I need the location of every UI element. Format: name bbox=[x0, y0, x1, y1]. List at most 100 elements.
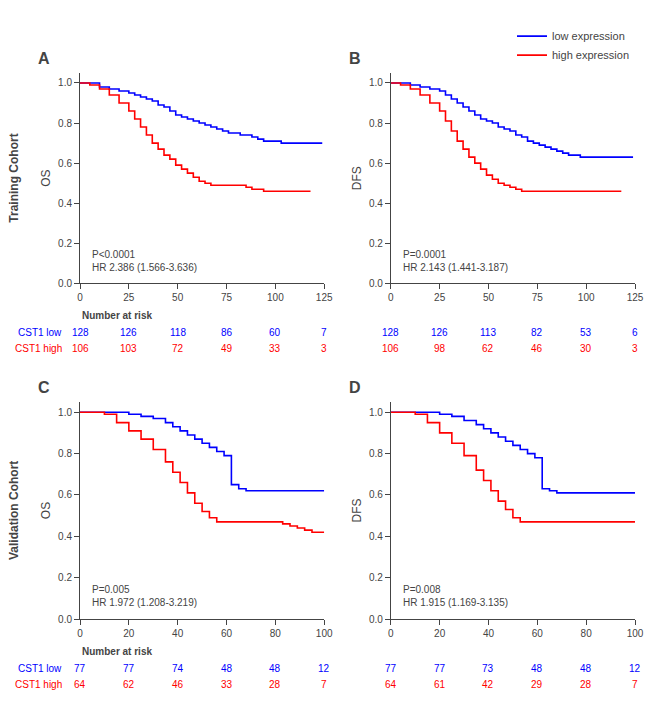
svg-text:25: 25 bbox=[123, 292, 135, 303]
svg-text:30: 30 bbox=[580, 343, 592, 354]
svg-text:77: 77 bbox=[434, 663, 446, 674]
svg-text:128: 128 bbox=[72, 327, 89, 338]
svg-text:0.8: 0.8 bbox=[369, 448, 383, 459]
svg-text:106: 106 bbox=[382, 343, 399, 354]
svg-text:Number at risk: Number at risk bbox=[82, 646, 152, 657]
svg-text:82: 82 bbox=[531, 327, 543, 338]
svg-text:60: 60 bbox=[221, 628, 233, 639]
svg-text:125: 125 bbox=[627, 292, 644, 303]
svg-text:0.0: 0.0 bbox=[58, 614, 72, 625]
svg-text:62: 62 bbox=[123, 679, 135, 690]
svg-text:48: 48 bbox=[221, 663, 233, 674]
svg-text:3: 3 bbox=[321, 343, 327, 354]
svg-text:1.0: 1.0 bbox=[369, 407, 383, 418]
svg-text:D: D bbox=[349, 379, 361, 396]
svg-text:3: 3 bbox=[632, 343, 638, 354]
svg-text:CST1 high: CST1 high bbox=[15, 343, 62, 354]
svg-text:61: 61 bbox=[434, 679, 446, 690]
svg-text:0.8: 0.8 bbox=[369, 118, 383, 129]
svg-text:75: 75 bbox=[221, 292, 233, 303]
svg-text:6: 6 bbox=[632, 327, 638, 338]
svg-text:100: 100 bbox=[627, 628, 644, 639]
svg-text:CST1 low: CST1 low bbox=[18, 663, 62, 674]
svg-text:46: 46 bbox=[172, 679, 184, 690]
svg-text:0.2: 0.2 bbox=[58, 238, 72, 249]
svg-text:0.4: 0.4 bbox=[369, 198, 383, 209]
svg-text:P<0.0001HR 2.386 (1.566-3.636): P<0.0001HR 2.386 (1.566-3.636) bbox=[92, 249, 197, 273]
svg-text:42: 42 bbox=[482, 679, 494, 690]
svg-text:0.0: 0.0 bbox=[58, 278, 72, 289]
svg-text:28: 28 bbox=[269, 679, 281, 690]
svg-text:128: 128 bbox=[382, 327, 399, 338]
svg-text:113: 113 bbox=[480, 327, 496, 338]
svg-text:126: 126 bbox=[431, 327, 448, 338]
svg-text:100: 100 bbox=[578, 292, 595, 303]
svg-text:0.6: 0.6 bbox=[58, 158, 72, 169]
svg-text:0.4: 0.4 bbox=[58, 531, 72, 542]
svg-text:33: 33 bbox=[269, 343, 281, 354]
svg-text:7: 7 bbox=[321, 327, 327, 338]
svg-text:0.4: 0.4 bbox=[58, 198, 72, 209]
svg-text:77: 77 bbox=[74, 663, 86, 674]
svg-text:80: 80 bbox=[270, 628, 282, 639]
svg-text:1.0: 1.0 bbox=[58, 77, 72, 88]
svg-text:20: 20 bbox=[123, 628, 135, 639]
svg-text:40: 40 bbox=[483, 628, 495, 639]
svg-text:C: C bbox=[38, 379, 50, 396]
svg-text:60: 60 bbox=[269, 327, 281, 338]
svg-text:46: 46 bbox=[531, 343, 543, 354]
svg-text:OS: OS bbox=[39, 170, 53, 187]
svg-text:B: B bbox=[349, 50, 361, 67]
svg-text:Training Cohort: Training Cohort bbox=[7, 133, 21, 222]
svg-text:48: 48 bbox=[269, 663, 281, 674]
svg-text:Number at risk: Number at risk bbox=[82, 310, 152, 321]
svg-text:0.2: 0.2 bbox=[58, 572, 72, 583]
svg-text:CST1 low: CST1 low bbox=[18, 327, 62, 338]
svg-text:64: 64 bbox=[74, 679, 86, 690]
svg-text:A: A bbox=[38, 50, 50, 67]
svg-text:0.6: 0.6 bbox=[58, 489, 72, 500]
svg-text:106: 106 bbox=[72, 343, 89, 354]
svg-text:1.0: 1.0 bbox=[369, 77, 383, 88]
svg-text:28: 28 bbox=[580, 679, 592, 690]
svg-text:62: 62 bbox=[482, 343, 494, 354]
svg-text:12: 12 bbox=[318, 663, 330, 674]
svg-text:73: 73 bbox=[482, 663, 494, 674]
svg-text:86: 86 bbox=[221, 327, 233, 338]
svg-text:0: 0 bbox=[77, 628, 83, 639]
svg-text:0.6: 0.6 bbox=[369, 158, 383, 169]
svg-text:low expression: low expression bbox=[552, 30, 625, 42]
svg-text:0.8: 0.8 bbox=[58, 118, 72, 129]
svg-text:33: 33 bbox=[221, 679, 233, 690]
svg-text:OS: OS bbox=[39, 502, 53, 519]
svg-text:0.8: 0.8 bbox=[58, 448, 72, 459]
svg-text:0.4: 0.4 bbox=[369, 531, 383, 542]
svg-text:100: 100 bbox=[267, 292, 284, 303]
svg-text:64: 64 bbox=[385, 679, 397, 690]
svg-text:49: 49 bbox=[221, 343, 233, 354]
svg-text:25: 25 bbox=[434, 292, 446, 303]
svg-text:72: 72 bbox=[172, 343, 184, 354]
svg-text:P=0.008HR 1.915 (1.169-3.135): P=0.008HR 1.915 (1.169-3.135) bbox=[403, 584, 508, 608]
svg-text:DFS: DFS bbox=[350, 498, 364, 522]
svg-text:0.2: 0.2 bbox=[369, 572, 383, 583]
svg-text:53: 53 bbox=[580, 327, 592, 338]
svg-text:20: 20 bbox=[434, 628, 446, 639]
svg-text:103: 103 bbox=[120, 343, 137, 354]
svg-text:0.0: 0.0 bbox=[369, 278, 383, 289]
svg-text:7: 7 bbox=[321, 679, 327, 690]
svg-text:P=0.005HR 1.972 (1.208-3.219): P=0.005HR 1.972 (1.208-3.219) bbox=[92, 584, 197, 608]
svg-text:125: 125 bbox=[316, 292, 333, 303]
svg-text:100: 100 bbox=[316, 628, 333, 639]
svg-text:40: 40 bbox=[172, 628, 184, 639]
svg-text:Validation Cohort: Validation Cohort bbox=[7, 461, 21, 560]
svg-text:0.0: 0.0 bbox=[369, 614, 383, 625]
svg-text:77: 77 bbox=[123, 663, 135, 674]
svg-text:CST1 high: CST1 high bbox=[15, 679, 62, 690]
svg-text:0: 0 bbox=[77, 292, 83, 303]
svg-text:77: 77 bbox=[385, 663, 397, 674]
svg-text:50: 50 bbox=[483, 292, 495, 303]
svg-text:P=0.0001HR 2.143 (1.441-3.187): P=0.0001HR 2.143 (1.441-3.187) bbox=[403, 249, 508, 273]
svg-text:50: 50 bbox=[172, 292, 184, 303]
svg-text:0: 0 bbox=[388, 628, 394, 639]
